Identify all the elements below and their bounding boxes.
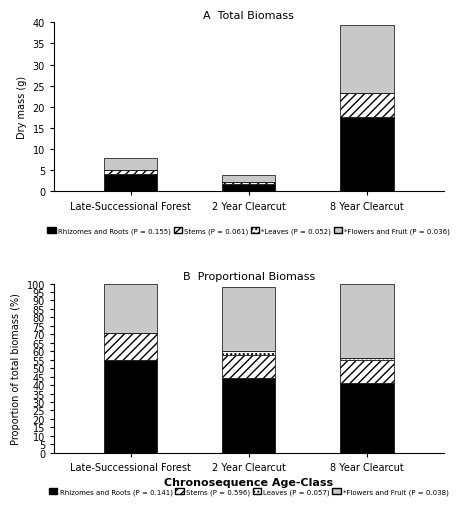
Legend: Rhizomes and Roots (P = 0.141), Stems (P = 0.596), Leaves (P = 0.057), *Flowers : Rhizomes and Roots (P = 0.141), Stems (P… (48, 487, 450, 496)
Bar (340, 358, 393, 360)
Bar (340, 384, 393, 453)
Title: A  Total Biomass: A Total Biomass (203, 11, 294, 21)
Bar (222, 352, 275, 355)
Y-axis label: Dry mass (g): Dry mass (g) (17, 76, 27, 139)
Bar (104, 360, 157, 453)
Bar (340, 360, 393, 384)
Bar (104, 175, 157, 192)
Bar (222, 176, 275, 182)
Bar (104, 171, 157, 175)
Bar (340, 94, 393, 118)
Bar (222, 355, 275, 379)
Bar (104, 284, 157, 333)
Y-axis label: Proportion of total biomass (%): Proportion of total biomass (%) (11, 293, 21, 444)
Bar (340, 26, 393, 94)
Bar (340, 284, 393, 358)
Title: B  Proportional Biomass: B Proportional Biomass (183, 272, 315, 282)
Bar (222, 182, 275, 184)
Bar (222, 379, 275, 453)
X-axis label: Chronosequence Age-Class: Chronosequence Age-Class (164, 477, 334, 487)
Legend: Rhizomes and Roots (P = 0.155), Stems (P = 0.061), *Leaves (P = 0.052), *Flowers: Rhizomes and Roots (P = 0.155), Stems (P… (46, 226, 452, 236)
Bar (104, 333, 157, 360)
Bar (222, 288, 275, 352)
Bar (340, 118, 393, 192)
Bar (104, 158, 157, 171)
Bar (222, 184, 275, 192)
